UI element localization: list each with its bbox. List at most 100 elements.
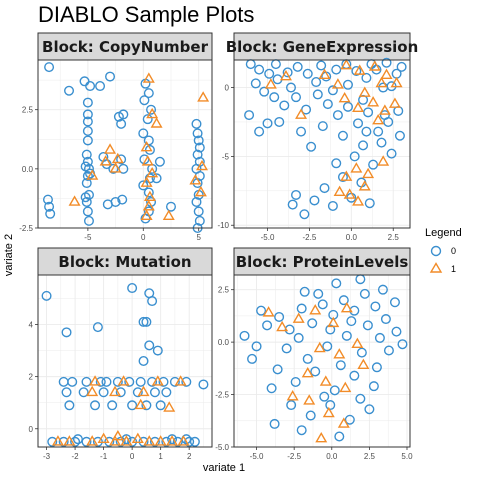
scatter-point-class-0 (147, 376, 158, 387)
panel-mutation: Block: Mutation -3 -2 -1 0 1 2 0 2 4 (29, 247, 213, 461)
scatter-point-class-0 (355, 393, 366, 404)
scatter-point-class-0 (138, 356, 149, 367)
scatter-point-class-1 (140, 209, 153, 220)
scatter-point-class-1 (372, 113, 385, 125)
scatter-point-class-0 (127, 400, 138, 411)
scatter-point-class-1 (319, 375, 332, 386)
scatter-point-class-1 (264, 78, 277, 89)
scatter-point-class-0 (82, 170, 93, 181)
scatter-point-class-0 (239, 330, 250, 341)
scatter-point-class-1 (322, 406, 335, 418)
scatter-point-class-0 (161, 436, 172, 447)
scatter-point-class-1 (89, 375, 102, 386)
y-tick-label: 2 (29, 373, 34, 382)
scatter-point-class-0 (310, 366, 321, 377)
scatter-point-class-0 (296, 425, 307, 436)
scatter-point-class-0 (364, 404, 375, 415)
scatter-point-class-0 (147, 296, 158, 307)
scatter-point-class-0 (254, 64, 265, 75)
scatter-point-class-0 (247, 353, 258, 364)
panel-title: Block: Mutation (58, 253, 191, 271)
scatter-point-class-0 (61, 387, 72, 398)
scatter-point-class-0 (380, 314, 391, 325)
x-tick-label: 1 (158, 452, 163, 461)
scatter-point-class-0 (78, 387, 89, 398)
scatter-point-class-1 (154, 435, 167, 446)
scatter-point-class-0 (337, 172, 348, 183)
scatter-point-class-0 (191, 118, 202, 129)
scatter-point-class-0 (307, 318, 318, 329)
scatter-point-class-0 (42, 194, 53, 205)
scatter-point-class-0 (161, 387, 172, 398)
scatter-point-class-0 (374, 332, 385, 343)
scatter-point-class-1 (343, 188, 356, 199)
scatter-point-class-1 (388, 97, 401, 108)
panel-border (233, 59, 411, 229)
scatter-point-class-0 (349, 151, 360, 162)
scatter-point-class-0 (138, 180, 149, 191)
scatter-point-class-0 (368, 159, 379, 170)
scatter-point-class-0 (301, 104, 312, 115)
scatter-point-class-0 (266, 383, 277, 394)
scatter-point-class-1 (111, 429, 124, 441)
x-tick-label: 0.0 (346, 233, 358, 242)
scatter-point-class-0 (269, 92, 280, 103)
scatter-point-class-0 (169, 376, 180, 387)
scatter-point-class-0 (149, 436, 160, 447)
scatter-point-class-0 (264, 68, 275, 79)
panel-background (38, 275, 212, 447)
y-tick-label: 2.5 (218, 286, 230, 295)
scatter-point-class-1 (141, 155, 154, 166)
scatter-point-class-0 (82, 116, 93, 127)
scatter-point-class-0 (319, 183, 330, 194)
scatter-point-class-1 (367, 96, 380, 107)
scatter-point-class-0 (296, 126, 307, 137)
panel-title: Block: GeneExpression (226, 38, 419, 56)
scatter-point-class-0 (349, 370, 360, 381)
scatter-point-class-0 (184, 436, 195, 447)
scatter-point-class-1 (339, 381, 352, 393)
scatter-point-class-0 (143, 88, 154, 99)
scatter-point-class-0 (386, 148, 397, 159)
scatter-point-class-1 (358, 180, 371, 191)
scatter-point-class-1 (295, 108, 308, 119)
scatter-point-class-0 (117, 194, 128, 205)
panel-border (233, 274, 411, 448)
scatter-point-class-0 (286, 400, 297, 411)
panel-copynumber: Block: CopyNumber -5 0 5 -2.5 0.0 2.5 (19, 32, 213, 242)
scatter-point-class-0 (361, 72, 372, 83)
scatter-point-class-0 (361, 126, 372, 137)
scatter-point-class-1 (352, 195, 365, 206)
scatter-point-class-1 (99, 155, 112, 166)
scatter-point-class-0 (306, 141, 317, 152)
panel-strip (37, 32, 213, 61)
scatter-point-class-1 (350, 162, 363, 173)
scatter-point-class-0 (302, 68, 313, 79)
scatter-point-class-0 (167, 434, 178, 445)
scatter-point-class-0 (299, 209, 310, 220)
y-axis-title: variate 2 (3, 234, 15, 276)
scatter-point-class-0 (105, 71, 116, 82)
scatter-point-class-0 (305, 410, 316, 421)
scatter-point-class-0 (80, 192, 91, 203)
scatter-point-class-0 (101, 376, 112, 387)
scatter-point-class-1 (286, 390, 299, 401)
x-tick-label: -5 (84, 233, 92, 242)
scatter-point-class-0 (118, 109, 129, 120)
scatter-point-class-1 (276, 320, 289, 332)
scatter-point-class-1 (86, 169, 99, 180)
scatter-point-class-0 (379, 110, 390, 121)
scatter-point-class-0 (337, 130, 348, 141)
scatter-point-class-1 (109, 162, 122, 173)
scatter-point-class-1 (315, 432, 328, 443)
scatter-point-class-0 (64, 400, 75, 411)
panel-strip (37, 247, 213, 276)
scatter-point-class-0 (143, 187, 154, 198)
scatter-point-class-1 (262, 306, 275, 317)
scatter-point-class-0 (191, 196, 202, 207)
scatter-point-class-0 (254, 126, 265, 137)
scatter-point-class-1 (146, 166, 159, 178)
scatter-point-class-1 (146, 107, 159, 119)
scatter-point-class-1 (140, 176, 153, 187)
scatter-point-class-0 (82, 97, 93, 108)
